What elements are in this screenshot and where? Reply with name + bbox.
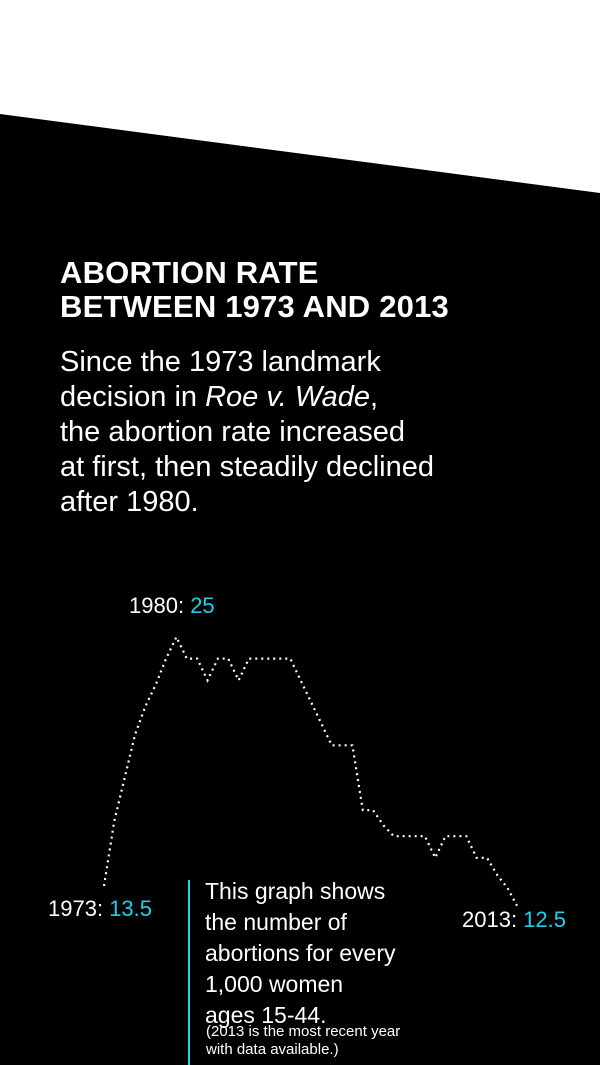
title-line-2: BETWEEN 1973 AND 2013 xyxy=(60,289,449,324)
case-name: Roe v. Wade xyxy=(205,381,371,413)
note-line: the number of xyxy=(205,909,347,935)
label-1973: 1973: 13.5 xyxy=(48,896,152,922)
label-2013: 2013: 12.5 xyxy=(462,907,566,933)
label-2013-year: 2013: xyxy=(462,907,518,932)
label-1980-value: 25 xyxy=(190,593,215,618)
label-1980: 1980: 25 xyxy=(129,593,215,619)
intro-line-1: Since the 1973 landmark xyxy=(60,346,381,378)
intro-line-2: decision in Roe v. Wade, xyxy=(60,380,434,415)
page-title: ABORTION RATE BETWEEN 1973 AND 2013 xyxy=(60,256,449,324)
note-accent-bar xyxy=(188,880,190,1065)
intro-text: Since the 1973 landmark decision in Roe … xyxy=(60,345,434,520)
chart-note: This graph shows the number of abortions… xyxy=(205,876,395,1031)
abortion-rate-line-chart xyxy=(102,634,519,909)
label-1973-value: 13.5 xyxy=(109,896,153,921)
title-line-1: ABORTION RATE xyxy=(60,255,319,290)
chart-footnote: (2013 is the most recent year with data … xyxy=(206,1023,400,1059)
intro-line-2-post: , xyxy=(370,381,379,413)
note-line: 1,000 women xyxy=(205,971,344,997)
label-2013-value: 12.5 xyxy=(523,907,567,932)
intro-line-4: at first, then steadily declined xyxy=(60,451,434,483)
intro-line-3: the abortion rate increased xyxy=(60,416,405,448)
black-panel xyxy=(0,114,600,1065)
note-line: abortions for every xyxy=(205,940,396,966)
footnote-line: (2013 is the most recent year xyxy=(206,1023,401,1040)
label-1973-year: 1973: xyxy=(48,896,104,921)
intro-line-5: after 1980. xyxy=(60,486,199,518)
note-line: This graph shows xyxy=(205,878,386,904)
label-1980-year: 1980: xyxy=(129,593,185,618)
footnote-line: with data available.) xyxy=(206,1041,339,1058)
intro-line-2-pre: decision in xyxy=(60,381,206,413)
rate-series-line xyxy=(102,634,519,909)
note-line: ages 15-44. xyxy=(205,1002,327,1028)
